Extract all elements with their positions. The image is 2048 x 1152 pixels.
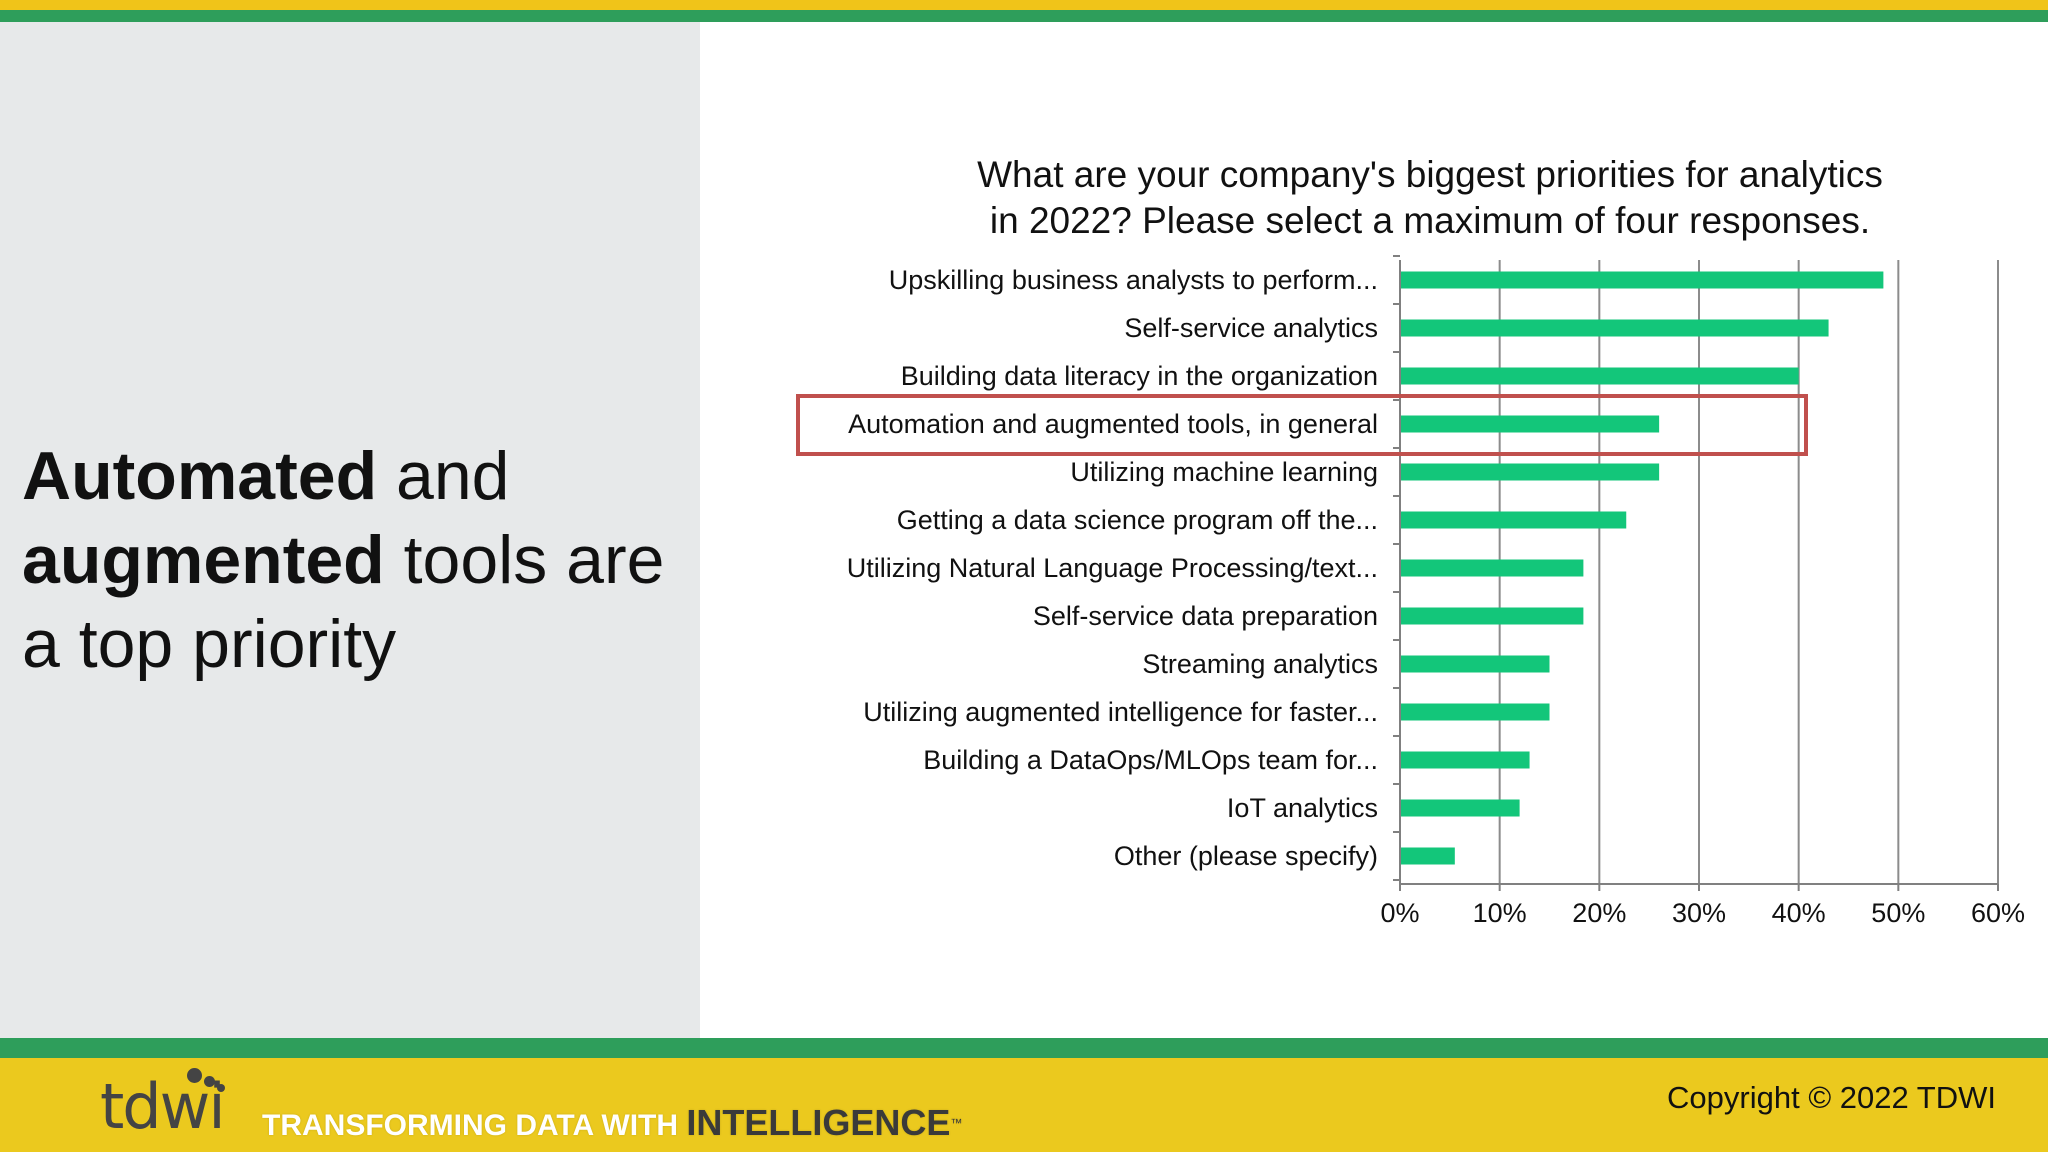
bar-chart: What are your company's biggest prioriti… — [796, 154, 2025, 928]
logo-dot-medium — [204, 1076, 215, 1087]
tdwi-logo: tdwi TRANSFORMING DATA WITH INTELLIGENCE… — [100, 1068, 1000, 1148]
category-label: Self-service analytics — [1124, 313, 1378, 343]
bar — [1400, 367, 1799, 385]
bar — [1400, 511, 1627, 529]
copyright-notice: Copyright © 2022 TDWI — [1667, 1080, 1996, 1115]
category-label: Utilizing Natural Language Processing/te… — [847, 553, 1378, 583]
headline-text-tools-are: tools are — [384, 522, 665, 598]
bar — [1400, 607, 1584, 625]
bar — [1400, 415, 1660, 433]
footer-green-band — [0, 1038, 2048, 1058]
chart-title-line: What are your company's biggest prioriti… — [977, 154, 1883, 195]
tagline-light: TRANSFORMING DATA WITH — [262, 1109, 687, 1142]
headline-bold-augmented: augmented — [22, 522, 385, 598]
left-panel: Automated and augmented tools are a top … — [0, 22, 700, 1038]
x-tick-label: 10% — [1473, 898, 1527, 928]
bar — [1400, 463, 1660, 481]
footer-yellow-band — [0, 1058, 2048, 1152]
x-tick-label: 40% — [1772, 898, 1826, 928]
x-tick-label: 50% — [1871, 898, 1925, 928]
category-label: Getting a data science program off the..… — [897, 505, 1378, 535]
chart-category-labels: Upskilling business analysts to perform.… — [847, 265, 1378, 871]
headline: Automated and augmented tools are a top … — [22, 434, 682, 686]
chart-axis — [1393, 255, 1999, 891]
x-tick-label: 0% — [1380, 898, 1419, 928]
bar — [1400, 703, 1550, 721]
category-label: IoT analytics — [1227, 793, 1378, 823]
tagline-strong: INTELLIGENCE — [686, 1102, 951, 1143]
category-label: Streaming analytics — [1142, 649, 1378, 679]
chart-title-line: in 2022? Please select a maximum of four… — [990, 200, 1870, 241]
x-tick-label: 30% — [1672, 898, 1726, 928]
logo-dot-large — [187, 1068, 202, 1083]
category-label: Automation and augmented tools, in gener… — [848, 409, 1378, 439]
category-label: Building data literacy in the organizati… — [901, 361, 1378, 391]
chart-tick-labels: 0% 10% 20% 30% 40% 50% 60% — [1380, 898, 2025, 928]
highlight-box — [796, 394, 1808, 456]
category-label: Building a DataOps/MLOps team for... — [923, 745, 1378, 775]
category-label: Utilizing machine learning — [1070, 457, 1378, 487]
tagline: TRANSFORMING DATA WITH INTELLIGENCE™ — [262, 1105, 962, 1144]
top-green-band — [0, 10, 2048, 22]
headline-text-and: and — [377, 438, 510, 514]
chart-bars — [1400, 271, 1884, 865]
category-label: Utilizing augmented intelligence for fas… — [863, 697, 1378, 727]
category-label: Other (please specify) — [1114, 841, 1378, 871]
x-tick-label: 20% — [1572, 898, 1626, 928]
top-yellow-band — [0, 0, 2048, 10]
headline-text-top-priority: a top priority — [22, 606, 397, 682]
tagline-trademark: ™ — [950, 1116, 963, 1130]
headline-bold-automated: Automated — [22, 438, 378, 514]
x-tick-label: 60% — [1971, 898, 2025, 928]
category-label: Upskilling business analysts to perform.… — [889, 265, 1378, 295]
chart-title: What are your company's biggest prioriti… — [977, 154, 1883, 241]
highlight-box-group — [796, 394, 1808, 456]
logo-dot-small — [217, 1084, 225, 1092]
bar — [1400, 847, 1455, 865]
bar — [1400, 655, 1550, 673]
bar — [1400, 559, 1584, 577]
category-label: Self-service data preparation — [1033, 601, 1378, 631]
logo-wordmark: tdwi — [100, 1070, 226, 1143]
bar — [1400, 319, 1829, 337]
bar — [1400, 751, 1530, 769]
chart-gridlines — [1498, 260, 1999, 884]
bar — [1400, 799, 1520, 817]
bar — [1400, 271, 1884, 289]
